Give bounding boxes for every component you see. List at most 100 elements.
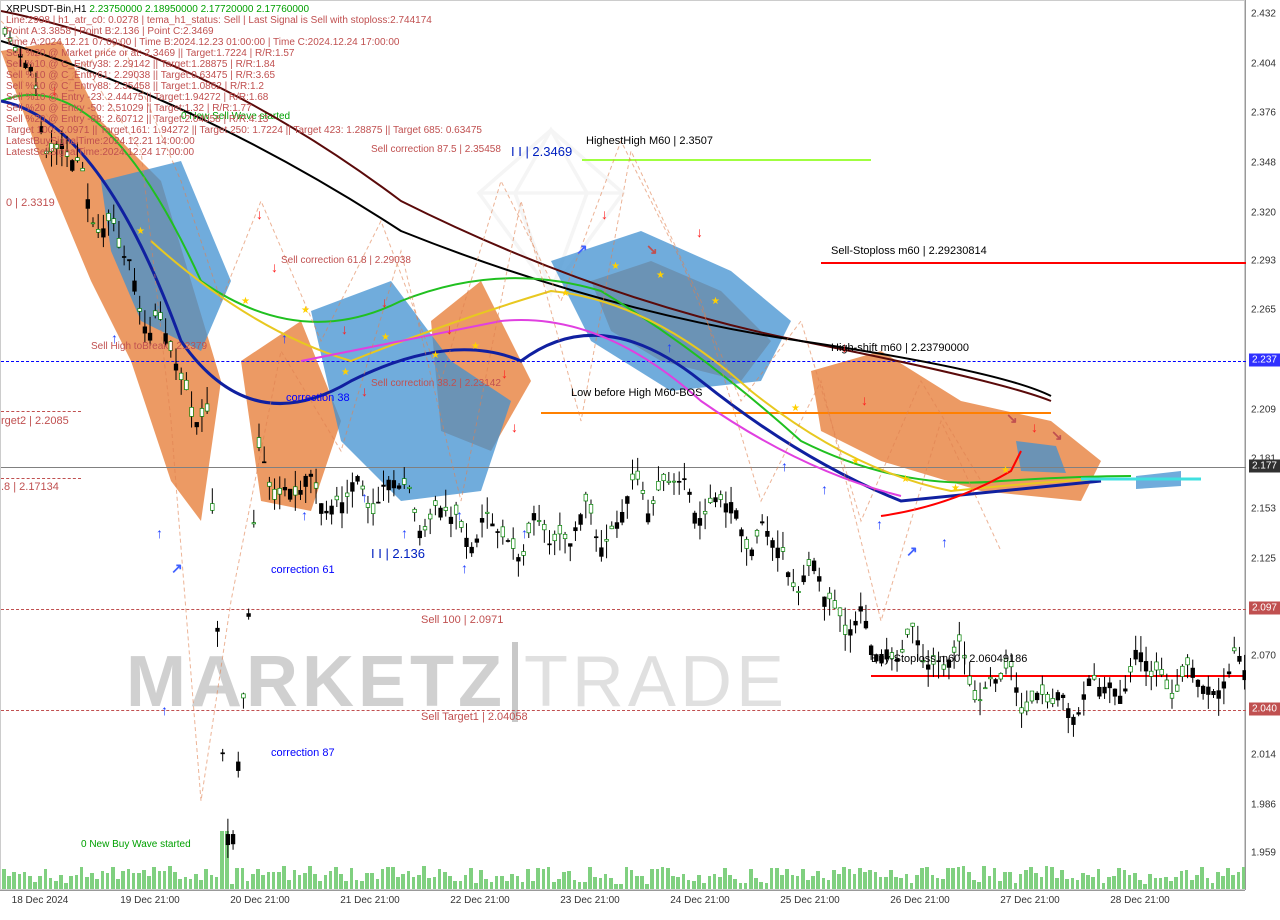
x-tick: 24 Dec 21:00 <box>670 895 730 906</box>
info-line: Line:2908 | h1_atr_c0: 0.0278 | tema_h1_… <box>6 15 482 26</box>
volume-bar <box>676 877 680 889</box>
volume-bar <box>915 875 919 889</box>
volume-bar <box>360 881 364 889</box>
volume-bar <box>230 884 234 889</box>
volume-bar <box>1180 871 1184 889</box>
volume-bar <box>552 882 556 889</box>
marker-star: ★ <box>851 456 860 467</box>
chart-label: Sell correction 61.8 | 2.29038 <box>281 255 411 266</box>
volume-bar <box>272 872 276 889</box>
marker-arrow: ↓ <box>361 383 368 399</box>
y-tick: 2.265 <box>1251 305 1276 316</box>
volume-bar <box>728 875 732 889</box>
volume-bar <box>204 869 208 889</box>
volume-bar <box>433 877 437 889</box>
volume-bar <box>1128 875 1132 889</box>
volume-bar <box>718 877 722 889</box>
volume-bar <box>1003 872 1007 889</box>
marker-arrow: ↑ <box>281 330 288 346</box>
marker-arrow: ↓ <box>696 224 703 240</box>
volume-bar <box>1231 875 1235 889</box>
chart-label: High-shift m60 | 2.23790000 <box>831 342 969 354</box>
volume-bar <box>121 871 125 889</box>
volume-bar <box>666 868 670 889</box>
x-tick: 19 Dec 21:00 <box>120 895 180 906</box>
chart-label: I I | 2.136 <box>371 546 425 561</box>
marker-arrow: ↓ <box>341 321 348 337</box>
y-tick-highlight: 2.040 <box>1249 703 1280 716</box>
volume-bar <box>609 878 613 889</box>
volume-bar <box>894 877 898 889</box>
volume-bar <box>889 870 893 889</box>
volume-bar <box>1081 873 1085 889</box>
info-line: Point A:3.3858 | Point B:2.136 | Point C… <box>6 26 482 37</box>
volume-bar <box>526 869 530 889</box>
volume-bar <box>536 868 540 890</box>
volume-bar <box>967 872 971 889</box>
volume-bar <box>1071 878 1075 889</box>
volume-bar <box>407 871 411 889</box>
volume-bar <box>33 882 37 889</box>
marker-arrow: ↑ <box>461 560 468 576</box>
volume-bar <box>7 876 11 889</box>
volume-bar <box>1024 870 1028 889</box>
volume-bar <box>692 881 696 889</box>
marker-star: ★ <box>301 305 310 316</box>
volume-bar <box>1102 883 1106 889</box>
volume-bar <box>1117 868 1121 889</box>
marker-arrow: ↑ <box>361 489 368 505</box>
volume-bar <box>344 881 348 889</box>
chart-label: Sell Target1 | 2.04058 <box>421 711 528 723</box>
volume-bar <box>708 876 712 889</box>
volume-bar <box>573 880 577 889</box>
marker-star: ★ <box>381 332 390 343</box>
volume-bar <box>744 883 748 889</box>
volume-bar <box>1200 867 1204 889</box>
volume-bar <box>199 880 203 889</box>
volume-bar <box>277 872 281 889</box>
volume-bar <box>459 881 463 889</box>
volume-bar <box>464 875 468 889</box>
volume-bar <box>1242 867 1246 889</box>
info-line: Sell %10 @ C_Entry38: 2.29142 || Target:… <box>6 59 482 70</box>
y-tick: 2.432 <box>1251 9 1276 20</box>
volume-bar <box>54 881 58 889</box>
marker-star: ★ <box>341 367 350 378</box>
volume-bar <box>173 872 177 889</box>
y-tick: 2.293 <box>1251 255 1276 266</box>
volume-bar <box>438 869 442 889</box>
volume-bar <box>12 872 16 889</box>
volume-bar <box>816 871 820 889</box>
marker-arrow: ↓ <box>271 259 278 275</box>
volume-bar <box>28 876 32 889</box>
volume-bar <box>44 869 48 889</box>
volume-bar <box>365 873 369 889</box>
marker-arrow: ↗ <box>906 543 918 560</box>
chart-label: Sell 100 | 2.0971 <box>421 614 503 626</box>
volume-bar <box>443 872 447 889</box>
volume-bar <box>733 879 737 889</box>
chart-label: Sell correction 38.2 | 2.23142 <box>371 378 501 389</box>
volume-bar <box>796 876 800 889</box>
volume-bar <box>858 868 862 889</box>
volume-bar <box>412 877 416 889</box>
volume-bar <box>168 866 172 889</box>
chart-area[interactable]: MARKETZTRADE <box>0 0 1245 890</box>
marker-star: ★ <box>136 226 145 237</box>
chart-label: rget2 | 2.2085 <box>1 415 69 427</box>
volume-bar <box>1014 883 1018 889</box>
marker-arrow: ↑ <box>161 702 168 718</box>
volume-bar <box>1112 876 1116 889</box>
volume-bar <box>355 880 359 889</box>
y-tick-highlight: 2.177 <box>1249 460 1280 473</box>
volume-bar <box>1045 866 1049 889</box>
chart-label: Sell-Stoploss m60 | 2.29230814 <box>831 245 987 257</box>
y-tick: 2.404 <box>1251 58 1276 69</box>
volume-bar <box>318 881 322 889</box>
info-panel: XRPUSDT-Bin,H1 2.23750000 2.18950000 2.1… <box>6 4 482 158</box>
volume-bar <box>246 881 250 889</box>
marker-arrow: ↘ <box>646 241 658 258</box>
volume-bar <box>18 874 22 889</box>
volume-bar <box>147 876 151 889</box>
volume-bar <box>80 867 84 889</box>
